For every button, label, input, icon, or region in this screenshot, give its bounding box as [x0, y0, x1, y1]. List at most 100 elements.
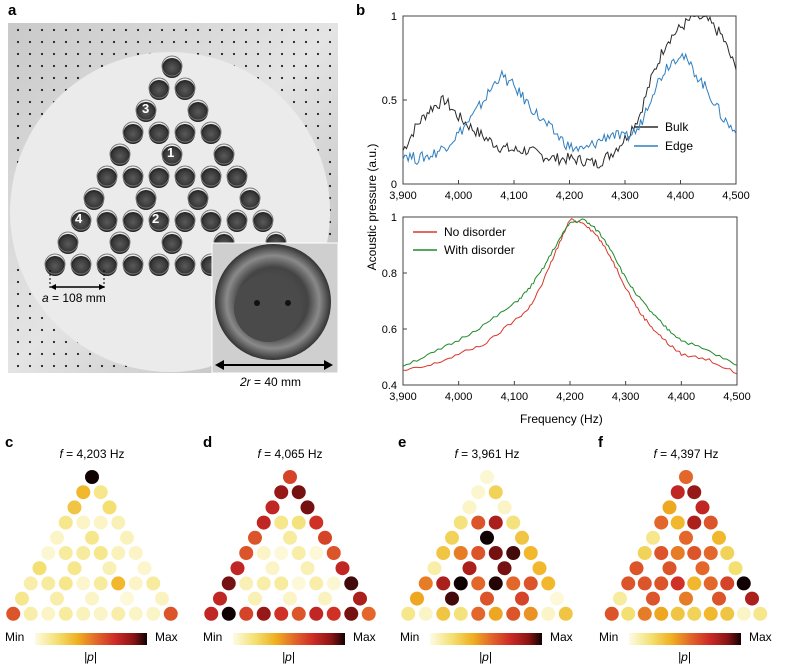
- legend-label: With disorder: [444, 243, 515, 257]
- colorbar-min-label: Min: [5, 630, 25, 644]
- site-amplitude: [497, 500, 512, 515]
- colorbar-max-label: Max: [749, 630, 772, 644]
- resonator-hole: [227, 168, 247, 188]
- site-amplitude: [436, 606, 451, 621]
- site-amplitude: [646, 591, 660, 606]
- site-amplitude: [550, 591, 564, 606]
- chart-disorder: 3,900 4,000 4,100 4,200 4,300 4,400 4,500 0.4 0.…: [382, 212, 751, 403]
- site-amplitude: [488, 576, 503, 591]
- resonator-hole: [149, 212, 169, 232]
- site-amplitude: [344, 576, 359, 591]
- colorbar-quantity-label: |p|: [282, 650, 295, 664]
- colorbar-min-label: Min: [203, 630, 223, 644]
- site-amplitude: [23, 576, 38, 591]
- site-amplitude: [41, 576, 56, 591]
- series-line-edge: [402, 52, 737, 165]
- site-label-3: 3: [142, 101, 150, 116]
- x-tick-label: 4,400: [668, 391, 696, 403]
- colorbar-min-label: Min: [400, 630, 420, 644]
- site-amplitude: [309, 576, 324, 591]
- site-amplitude: [541, 606, 556, 621]
- site-amplitude: [41, 546, 56, 560]
- colorbar: [35, 633, 147, 645]
- colorbar-quantity-label: |p|: [479, 650, 492, 664]
- resonator-hole: [175, 80, 195, 100]
- site-amplitude: [523, 546, 538, 560]
- resonator-hole: [253, 212, 273, 232]
- panel-label-f: f: [598, 434, 603, 451]
- site-amplitude: [703, 576, 718, 591]
- site-amplitude: [687, 576, 702, 591]
- x-axis-label: Frequency (Hz): [520, 412, 603, 426]
- site-amplitude: [670, 485, 685, 500]
- site-amplitude: [670, 576, 685, 591]
- site-amplitude: [637, 546, 652, 560]
- site-amplitude: [265, 561, 280, 576]
- site-amplitude: [248, 530, 262, 545]
- site-amplitude: [283, 591, 297, 606]
- y-tick-label: 0.4: [382, 380, 397, 392]
- resonator-hole: [123, 168, 143, 188]
- resonator-hole: [201, 168, 221, 188]
- site-amplitude: [695, 500, 710, 515]
- x-tick-label: 4,100: [500, 190, 528, 202]
- site-amplitude: [76, 515, 91, 530]
- resonator-hole: [149, 168, 169, 188]
- site-amplitude: [471, 576, 486, 591]
- x-tick-label: 4,400: [667, 190, 695, 202]
- site-amplitude: [155, 591, 169, 606]
- site-amplitude: [445, 530, 459, 545]
- site-amplitude: [15, 591, 29, 606]
- site-amplitude: [480, 530, 494, 545]
- site-amplitude: [221, 576, 236, 591]
- site-amplitude: [523, 606, 538, 621]
- resonator-hole: [162, 58, 182, 78]
- resonator-hole: [136, 102, 156, 122]
- site-amplitude: [720, 606, 735, 621]
- site-amplitude: [274, 576, 289, 591]
- x-tick-label: 4,500: [723, 391, 751, 403]
- site-amplitude: [85, 530, 99, 545]
- chart-bulk-edge: 3,900 4,000 4,100 4,200 4,300 4,400 4,500 0 0.5 1…: [382, 11, 750, 202]
- colorbar-min-label: Min: [599, 630, 619, 644]
- site-amplitude: [418, 606, 433, 621]
- site-amplitude: [128, 546, 143, 560]
- site-amplitude: [58, 606, 73, 621]
- lattice-constant-label: a = 108 mm: [42, 291, 106, 305]
- y-tick-label: 0.5: [382, 95, 397, 107]
- resonator-hole: [110, 234, 130, 254]
- site-amplitude: [67, 561, 82, 576]
- site-amplitude: [50, 591, 64, 606]
- site-amplitude: [515, 530, 529, 545]
- site-amplitude: [335, 561, 350, 576]
- site-amplitude: [654, 606, 669, 621]
- x-tick-label: 4,000: [445, 391, 473, 403]
- site-amplitude: [462, 561, 477, 576]
- resonator-hole: [71, 256, 91, 276]
- resonator-hole: [201, 124, 221, 144]
- frequency-title: f = 4,203 Hz: [59, 447, 125, 461]
- x-tick-label: 4,200: [556, 190, 584, 202]
- site-amplitude: [102, 500, 117, 515]
- site-amplitude: [736, 606, 751, 621]
- series-line-no-disorder: [402, 217, 738, 375]
- site-amplitude: [256, 606, 271, 621]
- site-amplitude: [488, 546, 503, 560]
- site-amplitude: [427, 561, 442, 576]
- site-label-2: 2: [152, 211, 160, 226]
- resonator-hole: [71, 212, 91, 232]
- resonator-hole: [149, 256, 169, 276]
- site-amplitude: [50, 530, 64, 545]
- resonator-hole: [149, 124, 169, 144]
- site-amplitude: [728, 561, 743, 576]
- site-amplitude: [646, 530, 660, 545]
- site-amplitude: [85, 591, 99, 606]
- site-amplitude: [453, 576, 468, 591]
- site-amplitude: [204, 606, 219, 621]
- site-amplitude: [76, 576, 91, 591]
- site-amplitude: [318, 530, 332, 545]
- site-amplitude: [146, 606, 161, 621]
- resonator-hole: [149, 80, 169, 100]
- site-amplitude: [291, 515, 306, 530]
- site-amplitude: [300, 500, 315, 515]
